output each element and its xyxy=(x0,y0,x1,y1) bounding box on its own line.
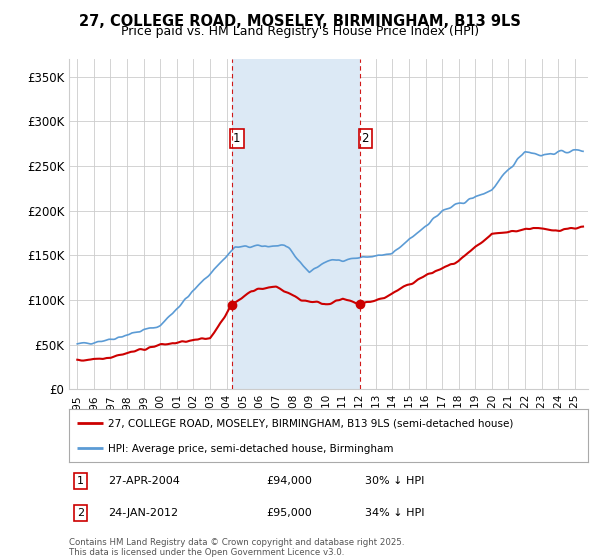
Text: 27, COLLEGE ROAD, MOSELEY, BIRMINGHAM, B13 9LS (semi-detached house): 27, COLLEGE ROAD, MOSELEY, BIRMINGHAM, B… xyxy=(108,418,513,428)
Text: £94,000: £94,000 xyxy=(266,476,312,486)
Text: 2: 2 xyxy=(77,508,84,518)
Text: 1: 1 xyxy=(77,476,84,486)
Text: HPI: Average price, semi-detached house, Birmingham: HPI: Average price, semi-detached house,… xyxy=(108,444,394,454)
Text: £95,000: £95,000 xyxy=(266,508,312,518)
Text: 27-APR-2004: 27-APR-2004 xyxy=(108,476,180,486)
Text: 34% ↓ HPI: 34% ↓ HPI xyxy=(365,508,424,518)
Text: 30% ↓ HPI: 30% ↓ HPI xyxy=(365,476,424,486)
Text: 27, COLLEGE ROAD, MOSELEY, BIRMINGHAM, B13 9LS: 27, COLLEGE ROAD, MOSELEY, BIRMINGHAM, B… xyxy=(79,14,521,29)
Bar xyxy=(232,59,361,389)
Text: Price paid vs. HM Land Registry's House Price Index (HPI): Price paid vs. HM Land Registry's House … xyxy=(121,25,479,38)
Text: 2: 2 xyxy=(362,132,369,144)
Text: 1: 1 xyxy=(233,132,241,144)
Text: Contains HM Land Registry data © Crown copyright and database right 2025.
This d: Contains HM Land Registry data © Crown c… xyxy=(69,538,404,557)
Text: 24-JAN-2012: 24-JAN-2012 xyxy=(108,508,178,518)
